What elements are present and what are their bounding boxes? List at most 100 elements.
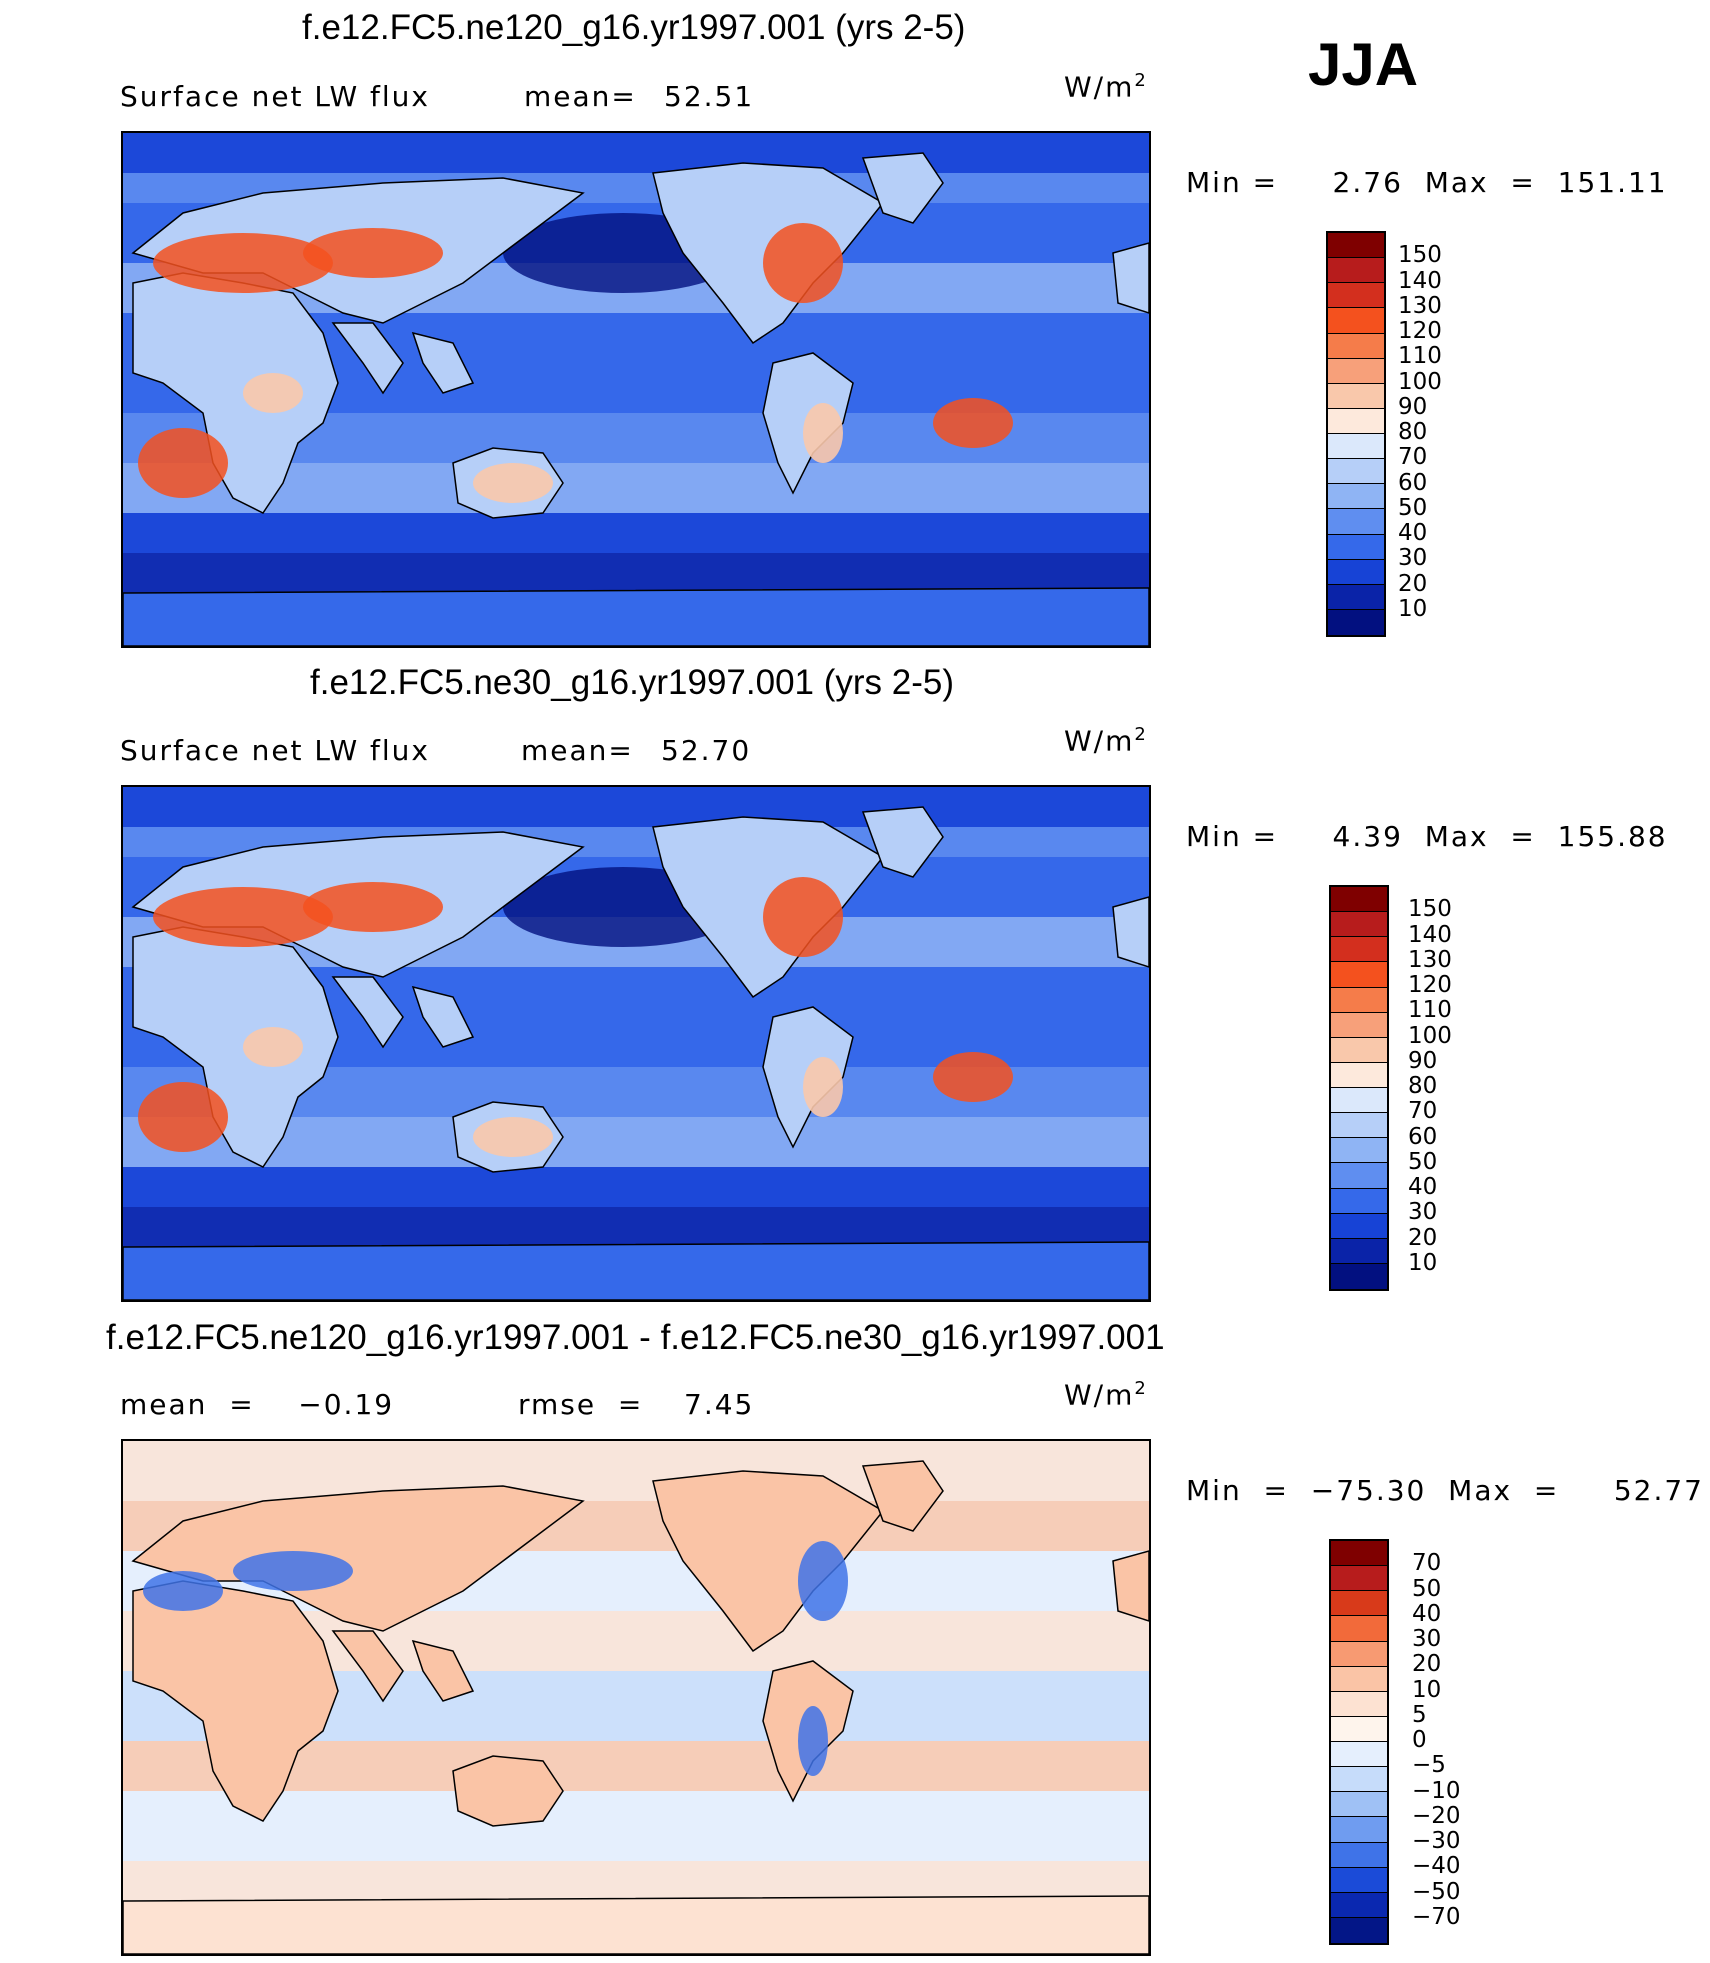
colorbar-swatch <box>1331 1767 1387 1793</box>
colorbar-tick-label: 20 <box>1412 1651 1442 1678</box>
colorbar-swatch <box>1331 987 1387 1013</box>
colorbar-tick-label: 50 <box>1412 1575 1442 1602</box>
colorbar-swatch <box>1331 1817 1387 1843</box>
colorbar-tick-label: 10 <box>1398 595 1428 622</box>
colorbar-swatch <box>1331 1263 1387 1289</box>
colorbar-tick-label: 150 <box>1398 242 1442 269</box>
colorbar-swatch <box>1331 1012 1387 1038</box>
panel-3-map-svg <box>123 1441 1149 1954</box>
panel-1-title: f.e12.FC5.ne120_g16.yr1997.001 (yrs 2-5) <box>302 8 966 47</box>
colorbar-swatch <box>1328 534 1384 560</box>
colorbar-tick-label: 10 <box>1412 1676 1442 1703</box>
panel-3-map <box>121 1439 1151 1956</box>
colorbar-tick-label: 100 <box>1408 1022 1452 1049</box>
colorbar-swatch <box>1331 1867 1387 1893</box>
colorbar-swatch <box>1331 1138 1387 1164</box>
colorbar-tick-label: 10 <box>1408 1249 1438 1276</box>
colorbar-swatch <box>1331 1566 1387 1592</box>
colorbar-swatch <box>1331 1842 1387 1868</box>
panel-3-title: f.e12.FC5.ne120_g16.yr1997.001 - f.e12.F… <box>106 1318 1165 1357</box>
colorbar-swatch <box>1328 509 1384 535</box>
colorbar-swatch <box>1328 358 1384 384</box>
panel-2-field-label: Surface net LW flux <box>120 734 430 767</box>
colorbar-swatch <box>1331 1213 1387 1239</box>
colorbar-tick-label: 140 <box>1408 921 1452 948</box>
colorbar-swatch <box>1328 609 1384 635</box>
colorbar-tick-label: 50 <box>1408 1148 1438 1175</box>
colorbar-swatch <box>1328 308 1384 334</box>
panel-1-units: W/m2 <box>1064 70 1148 104</box>
panel-1-colorbar <box>1326 231 1386 637</box>
colorbar-swatch <box>1328 333 1384 359</box>
colorbar-tick-label: −30 <box>1412 1828 1461 1854</box>
colorbar-tick-label: 90 <box>1408 1047 1438 1074</box>
colorbar-swatch <box>1331 1666 1387 1692</box>
panel-3-colorbar <box>1329 1539 1389 1945</box>
colorbar-swatch <box>1331 1691 1387 1717</box>
colorbar-swatch <box>1331 1591 1387 1617</box>
panel-1-map-svg <box>123 133 1149 646</box>
colorbar-tick-label: 0 <box>1412 1727 1427 1753</box>
colorbar-tick-label: −10 <box>1412 1777 1461 1804</box>
panel-1-field-label: Surface net LW flux <box>120 80 430 113</box>
colorbar-tick-label: −5 <box>1412 1752 1446 1779</box>
colorbar-tick-label: 30 <box>1412 1626 1442 1652</box>
colorbar-tick-label: −70 <box>1412 1903 1461 1930</box>
colorbar-swatch <box>1331 1541 1387 1567</box>
panel-3-stat-label: rmse = <box>518 1388 644 1421</box>
colorbar-swatch <box>1328 408 1384 434</box>
colorbar-tick-label: 60 <box>1398 469 1428 496</box>
colorbar-tick-label: 130 <box>1408 946 1452 973</box>
colorbar-swatch <box>1328 233 1384 259</box>
colorbar-swatch <box>1328 434 1384 460</box>
colorbar-tick-label: 90 <box>1398 393 1428 420</box>
colorbar-tick-label: 70 <box>1408 1098 1438 1125</box>
panel-2-units: W/m2 <box>1064 724 1148 758</box>
colorbar-tick-label: 30 <box>1408 1199 1438 1226</box>
colorbar-tick-label: 40 <box>1398 520 1428 546</box>
colorbar-swatch <box>1331 1163 1387 1189</box>
colorbar-tick-label: −20 <box>1412 1802 1461 1829</box>
panel-1-stat-value: 52.51 <box>664 80 755 113</box>
colorbar-swatch <box>1331 1792 1387 1818</box>
panel-2-colorbar <box>1329 885 1389 1291</box>
colorbar-swatch <box>1331 1037 1387 1063</box>
panel-2-min-max: Min = 4.39 Max = 155.88 <box>1186 820 1668 853</box>
colorbar-tick-label: 120 <box>1408 972 1452 998</box>
colorbar-tick-label: −50 <box>1412 1878 1461 1905</box>
colorbar-tick-label: 80 <box>1408 1073 1438 1099</box>
panel-3-min-max: Min = −75.30 Max = 52.77 <box>1186 1474 1704 1507</box>
colorbar-tick-label: 20 <box>1408 1224 1438 1251</box>
colorbar-swatch <box>1331 1113 1387 1139</box>
colorbar-swatch <box>1331 1892 1387 1918</box>
colorbar-swatch <box>1331 1742 1387 1768</box>
colorbar-swatch <box>1331 1716 1387 1742</box>
colorbar-swatch <box>1331 937 1387 963</box>
colorbar-tick-label: 80 <box>1398 419 1428 445</box>
colorbar-swatch <box>1328 459 1384 485</box>
colorbar-swatch <box>1331 1238 1387 1264</box>
colorbar-tick-label: 70 <box>1412 1550 1442 1577</box>
colorbar-tick-label: 20 <box>1398 570 1428 597</box>
panel-3-units: W/m2 <box>1064 1378 1148 1412</box>
panel-2-stat-value: 52.70 <box>661 734 752 767</box>
panel-2-stat-label: mean= <box>521 734 634 767</box>
colorbar-tick-label: 110 <box>1408 997 1452 1024</box>
panel-1-map <box>121 131 1151 648</box>
colorbar-tick-label: 120 <box>1398 318 1442 344</box>
panel-2-map-svg <box>123 787 1149 1300</box>
panel-2-title: f.e12.FC5.ne30_g16.yr1997.001 (yrs 2-5) <box>310 663 954 702</box>
colorbar-swatch <box>1331 912 1387 938</box>
colorbar-swatch <box>1331 962 1387 988</box>
colorbar-swatch <box>1328 283 1384 309</box>
colorbar-swatch <box>1328 584 1384 610</box>
colorbar-swatch <box>1331 1641 1387 1667</box>
colorbar-tick-label: 130 <box>1398 292 1442 319</box>
colorbar-tick-label: 140 <box>1398 267 1442 294</box>
colorbar-tick-label: 30 <box>1398 545 1428 572</box>
season-label: JJA <box>1308 31 1419 98</box>
colorbar-swatch <box>1328 559 1384 585</box>
colorbar-swatch <box>1331 1616 1387 1642</box>
colorbar-swatch <box>1331 1062 1387 1088</box>
colorbar-tick-label: 100 <box>1398 368 1442 395</box>
